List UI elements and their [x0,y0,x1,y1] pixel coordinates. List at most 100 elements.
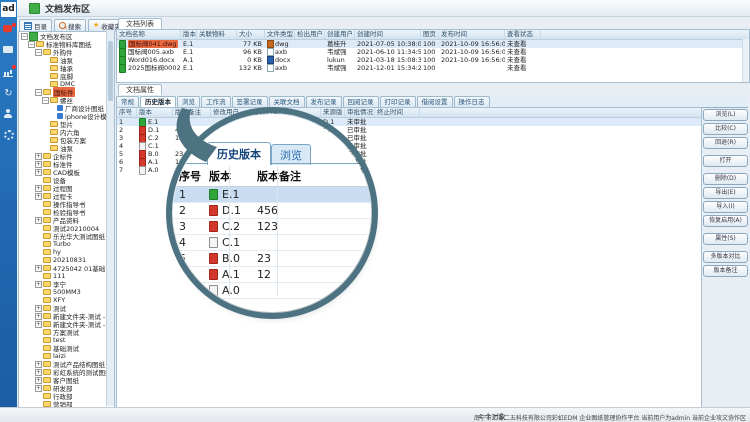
tree-item[interactable]: − 国标件 [19,87,114,97]
sync-icon[interactable]: ↻ [4,88,13,99]
tree-item[interactable]: + 研发部 [19,384,114,393]
tree-item[interactable]: 厂商设计图纸 [19,104,114,113]
tree-item[interactable]: + CAD模板 [19,168,114,177]
tree-item[interactable]: 500MM3 [19,288,114,296]
expand-icon[interactable]: + [35,320,42,328]
tree-item[interactable]: Turbo [19,240,114,248]
properties-tab[interactable]: 回阅记录 [342,96,379,107]
chat-icon[interactable] [3,23,16,36]
action-button[interactable]: 导出(E) [703,187,748,199]
expand-icon[interactable]: + [35,192,42,200]
user-icon[interactable] [3,109,14,120]
gear-icon[interactable] [3,130,14,141]
magnifier-tab-browse[interactable]: 浏览 [271,144,311,165]
column-header[interactable]: 大小 [237,30,265,39]
action-button[interactable]: 恢复启用(A) [703,215,748,227]
tree-item[interactable]: − 螺丝 [19,96,114,105]
tree-item[interactable]: 油泵 [19,56,114,65]
action-button[interactable]: 打开 [703,155,748,167]
tree-item[interactable]: 轴承 [19,64,114,73]
expand-icon[interactable]: + [35,376,42,384]
tree-item[interactable]: test [19,336,114,344]
column-header[interactable]: 版本备注 [173,108,211,117]
properties-tab[interactable]: 借阅设置 [416,96,453,107]
tree-item[interactable]: + 过程图 [19,184,114,193]
expand-icon[interactable]: + [35,368,42,376]
collapse-icon[interactable]: − [35,88,42,96]
tree-item[interactable]: + 李宁 [19,280,114,289]
tree-item[interactable]: 底脚 [19,72,114,81]
tree-item[interactable]: 内六角 [19,128,114,137]
column-header[interactable]: 关联物料 [197,30,237,39]
tree-item[interactable]: 基础测试 [19,344,114,353]
properties-tab[interactable]: 签署记录 [231,96,268,107]
tab-file-list[interactable]: 文档列表 [118,18,162,30]
version-row[interactable]: 2 D.1 456 C.2 已审批 [117,125,701,135]
column-header[interactable]: 检出用户 [297,30,325,39]
tree-item[interactable]: 111 [19,272,114,280]
tree-item[interactable]: − 外购件 [19,48,114,57]
tree-item[interactable]: 测试20210004 [19,224,114,233]
tree-item[interactable]: 油泵 [19,144,114,153]
column-header[interactable]: 图页 [421,30,439,39]
tree-item[interactable]: +4725042 01基础 [19,264,114,273]
column-header[interactable]: 文件类型 [267,30,295,39]
expand-icon[interactable]: + [35,304,42,312]
column-header[interactable]: 文档名称 [117,30,181,39]
tree-item[interactable]: 操作指导书 [19,200,114,209]
column-header[interactable]: 终止时间 [375,108,420,117]
tree-item[interactable]: 包装方案 [19,136,114,145]
tree-item[interactable]: iphone设计模板 [19,112,114,121]
column-header[interactable]: 序号 [117,108,137,117]
properties-tab[interactable]: 关联文档 [268,96,305,107]
file-list-scrollbar[interactable] [742,39,749,82]
tab-search[interactable]: 搜索 [54,19,86,32]
tree-item[interactable]: 乐光华大测试图纸 [19,232,114,241]
expand-icon[interactable]: + [35,312,42,320]
column-header[interactable]: 查看状态 [505,30,541,39]
tree-item[interactable]: + 标准件 [19,160,114,169]
action-button[interactable]: 回退(R) [703,137,748,149]
properties-tab[interactable]: 浏览 [177,96,200,107]
tree-item[interactable]: + 测试产品结构图纸 [19,360,114,369]
tree-item[interactable]: − 文档发布区 [19,32,114,41]
action-button[interactable]: 删除(D) [703,173,748,185]
action-button[interactable]: 多版本对比 [703,251,748,263]
column-header[interactable]: 版本 [137,108,173,117]
file-row[interactable]: Word016.docx A.1 0 KB docx lukun 2021-03-18 1… [117,55,749,65]
tab-doc-properties[interactable]: 文档属性 [118,84,162,96]
tree-item[interactable]: hy [19,248,114,256]
expand-icon[interactable]: + [35,264,42,272]
properties-tab[interactable]: 常规 [116,96,139,107]
properties-tab[interactable]: 历史版本 [140,96,176,107]
file-row[interactable]: 国标阀005.axb E.1 96 KB axb 韦斌强 2021-06-10 11:34… [117,47,749,57]
file-row[interactable]: 国标阀041.dwg E.1 77 KB dwg 葛桂升 2021-07-05 10:38… [117,39,749,49]
column-header[interactable]: 修改用户 [211,108,251,117]
collapse-icon[interactable]: − [42,96,49,104]
tree-item[interactable]: 检验指导书 [19,208,114,217]
expand-icon[interactable]: + [35,184,42,192]
tree-item[interactable]: + 企标件 [19,152,114,161]
column-header[interactable]: 创建用户 [327,30,355,39]
action-button[interactable]: 版本备注 [703,265,748,277]
column-header[interactable]: 来源版本 [321,108,345,117]
tree-item[interactable]: 20210831 [19,256,114,264]
tree-item[interactable]: DMC [19,80,114,88]
collapse-icon[interactable]: − [28,40,35,48]
action-button[interactable]: 属性(S) [703,233,748,245]
tree-item[interactable]: + 彩虹系统的测试图纸 [19,368,114,377]
action-button[interactable]: 导入(I) [703,201,748,213]
expand-icon[interactable]: + [35,168,42,176]
tree-item[interactable]: laizi [19,352,114,360]
tree-item[interactable]: XFY [19,296,114,304]
action-button[interactable]: 比较(C) [703,123,748,135]
expand-icon[interactable]: + [35,360,42,368]
tree-item[interactable]: + 产品资料 [19,216,114,225]
expand-icon[interactable]: + [35,280,42,288]
tree-item[interactable]: 营销部 [19,400,114,407]
tree-item[interactable]: 垫片 [19,120,114,129]
column-header[interactable]: 版本 [183,30,197,39]
action-button[interactable]: 浏览(L) [703,109,748,121]
tree-item[interactable]: − 标准物料库图纸 [19,40,114,49]
